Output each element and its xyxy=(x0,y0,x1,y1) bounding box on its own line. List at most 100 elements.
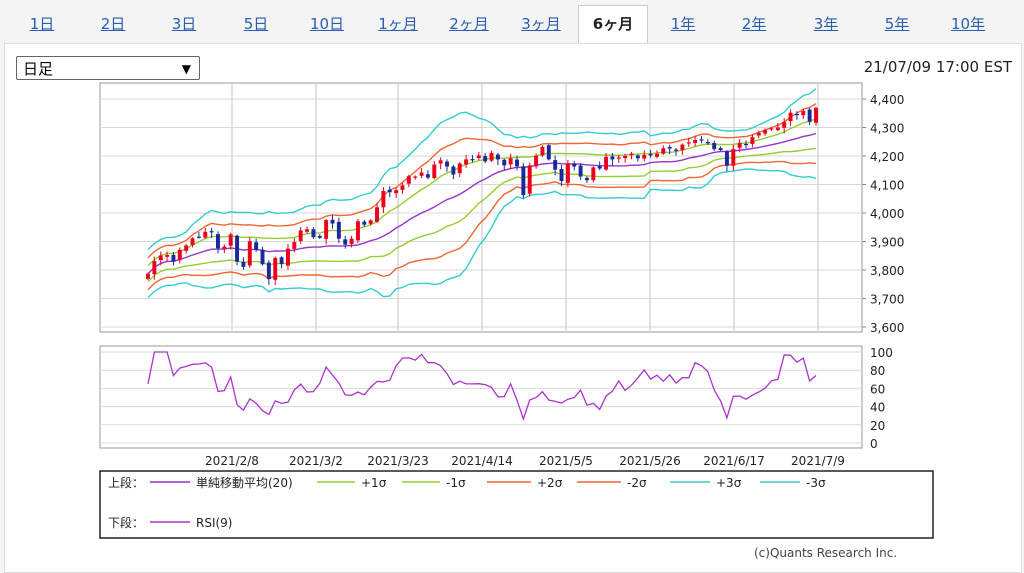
tab-7[interactable]: 3ヶ月 xyxy=(521,15,561,33)
candle-body-1 xyxy=(152,261,157,275)
candle-body-46 xyxy=(438,160,443,164)
candle-body-9 xyxy=(203,231,208,238)
band-minus2 xyxy=(147,160,817,291)
candle-body-51 xyxy=(470,159,475,161)
candle-period-select[interactable]: 日足 ▼ xyxy=(16,56,200,80)
legend-label-1: +1σ xyxy=(361,476,387,490)
legend-lower-label: 下段： xyxy=(108,515,144,530)
xtick-6: 2021/6/17 xyxy=(703,454,765,468)
candle-body-66 xyxy=(565,163,570,183)
tab-11[interactable]: 3年 xyxy=(813,15,839,33)
legend-label-5: +3σ xyxy=(716,476,742,490)
main-ytick-8: 3,600 xyxy=(870,321,904,335)
candle-body-32 xyxy=(349,238,354,244)
candle-body-33 xyxy=(355,221,360,241)
candle-body-71 xyxy=(597,166,602,169)
candle-body-22 xyxy=(285,248,290,266)
candle-body-88 xyxy=(705,142,710,144)
legend-label-rsi: RSI(9) xyxy=(196,516,233,530)
rsi-ytick-3: 40 xyxy=(870,401,885,415)
candle-body-0 xyxy=(146,273,150,279)
main-plot-frame xyxy=(99,82,863,333)
candle-body-41 xyxy=(406,176,411,184)
candle-body-40 xyxy=(400,185,405,190)
candle-body-104 xyxy=(807,109,812,122)
band-plus1 xyxy=(147,117,817,267)
candle-body-13 xyxy=(228,234,233,246)
candle-body-11 xyxy=(216,234,220,249)
candle-body-26 xyxy=(311,229,316,238)
tab-4[interactable]: 10日 xyxy=(309,15,345,33)
candle-body-56 xyxy=(502,159,507,166)
band-plus2 xyxy=(147,103,817,259)
candle-body-53 xyxy=(483,156,488,162)
candle-body-80 xyxy=(654,153,659,157)
candle-body-16 xyxy=(247,241,252,266)
sma-line xyxy=(147,132,817,275)
candle-body-3 xyxy=(165,254,170,257)
candle-body-83 xyxy=(674,149,679,151)
tab-9[interactable]: 1年 xyxy=(670,15,696,33)
tab-12[interactable]: 5年 xyxy=(884,15,910,33)
tab-6[interactable]: 2ヶ月 xyxy=(449,15,489,33)
xtick-5: 2021/5/26 xyxy=(619,454,681,468)
candle-body-31 xyxy=(343,239,348,245)
candle-body-37 xyxy=(381,191,386,208)
candle-body-29 xyxy=(330,219,335,224)
candle-body-95 xyxy=(750,137,755,144)
candle-body-8 xyxy=(196,236,201,238)
candle-body-84 xyxy=(680,144,685,151)
legend-upper-label: 上段： xyxy=(108,475,144,490)
main-ytick-5: 3,900 xyxy=(870,236,904,250)
candle-body-60 xyxy=(527,165,532,194)
candle-body-23 xyxy=(292,242,297,249)
candle-body-54 xyxy=(489,152,494,161)
candle-body-67 xyxy=(572,163,577,167)
main-ytick-3: 4,100 xyxy=(870,179,904,193)
candle-body-103 xyxy=(801,110,806,116)
candle-body-25 xyxy=(305,229,310,232)
tab-3[interactable]: 5日 xyxy=(243,15,269,33)
candle-body-65 xyxy=(559,168,564,182)
candle-body-14 xyxy=(235,235,240,262)
chevron-down-icon: ▼ xyxy=(181,62,191,76)
tab-8[interactable]: 6ヶ月 xyxy=(578,5,648,45)
candle-body-61 xyxy=(534,155,539,167)
candle-body-52 xyxy=(476,155,481,158)
legend-label-6: -3σ xyxy=(806,476,826,490)
candle-body-57 xyxy=(508,158,513,165)
candle-body-55 xyxy=(495,154,500,160)
candle-body-7 xyxy=(190,238,195,246)
main-ytick-0: 4,400 xyxy=(870,93,904,107)
main-ytick-1: 4,300 xyxy=(870,122,904,136)
rsi-ytick-0: 100 xyxy=(870,346,893,360)
candle-body-82 xyxy=(667,146,672,149)
rsi-ytick-2: 60 xyxy=(870,382,885,396)
candle-body-70 xyxy=(591,167,596,181)
tab-13[interactable]: 10年 xyxy=(950,15,986,33)
candle-body-49 xyxy=(457,163,462,174)
candle-body-35 xyxy=(368,220,373,224)
candle-body-79 xyxy=(648,153,653,156)
candle-body-96 xyxy=(756,132,761,136)
tab-10[interactable]: 2年 xyxy=(741,15,767,33)
candle-body-99 xyxy=(775,127,780,131)
candle-body-105 xyxy=(814,107,818,123)
candle-body-30 xyxy=(336,221,341,239)
candle-body-59 xyxy=(521,166,526,196)
candle-body-2 xyxy=(158,255,163,261)
candle-body-18 xyxy=(260,249,265,265)
tab-1[interactable]: 2日 xyxy=(100,15,126,33)
xtick-4: 2021/5/5 xyxy=(539,454,593,468)
tab-0[interactable]: 1日 xyxy=(29,15,55,33)
tab-2[interactable]: 3日 xyxy=(171,15,197,33)
candle-body-75 xyxy=(623,156,628,159)
candle-body-39 xyxy=(394,190,399,194)
tab-5[interactable]: 1ヶ月 xyxy=(378,15,418,33)
candle-body-45 xyxy=(432,164,437,179)
candle-body-90 xyxy=(718,148,723,151)
candle-body-94 xyxy=(744,143,748,146)
rsi-plot-frame xyxy=(99,345,863,449)
candle-body-10 xyxy=(209,231,214,233)
